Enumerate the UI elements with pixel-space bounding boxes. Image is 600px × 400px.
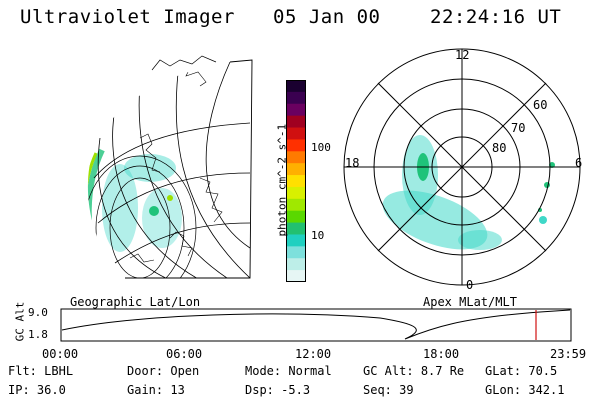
left-panel-caption: Geographic Lat/Lon <box>70 295 201 309</box>
mlt-label-12: 12 <box>455 48 470 62</box>
colorbar-segment <box>286 139 306 152</box>
colorbar-tick-10: 10 <box>311 229 325 242</box>
mlt-label-18: 18 <box>345 156 360 170</box>
time-display: 22:24:16 UT <box>430 6 562 28</box>
altitude-ylabel: GC Alt <box>13 301 27 342</box>
colorbar-segment <box>286 163 306 176</box>
colorbar-segment <box>286 246 306 259</box>
status-flt: Flt: LBHL <box>8 364 74 378</box>
colorbar <box>286 80 306 282</box>
app-title: Ultraviolet Imager <box>20 6 235 28</box>
aurora-oval <box>382 135 555 250</box>
colorbar-segment <box>286 175 306 188</box>
colorbar-segment <box>286 222 306 235</box>
altitude-plot <box>60 308 572 342</box>
colorbar-segment <box>286 151 306 164</box>
date-display: 05 Jan 00 <box>273 6 381 28</box>
mlt-label-6: 6 <box>575 156 583 170</box>
status-glon: GLon: 342.1 <box>485 383 565 397</box>
lat-label-70: 70 <box>511 121 526 135</box>
status-ip: IP: 36.0 <box>8 383 66 397</box>
status-dsp: Dsp: -5.3 <box>245 383 311 397</box>
polar-plot <box>343 48 581 286</box>
status-door: Door: Open <box>127 364 200 378</box>
colorbar-segment <box>286 258 306 271</box>
colorbar-segment <box>286 270 306 282</box>
colorbar-unit-label: photon cm^-2 s^-1 <box>275 123 289 237</box>
altitude-ymax: 9.0 <box>28 306 48 319</box>
mlt-label-0: 0 <box>466 278 474 292</box>
colorbar-segment <box>286 234 306 247</box>
colorbar-segment <box>286 210 306 224</box>
status-glat: GLat: 70.5 <box>485 364 558 378</box>
status-gc-alt: GC Alt: 8.7 Re <box>363 364 465 378</box>
status-mode: Mode: Normal <box>245 364 332 378</box>
time-tick-2359: 23:59 <box>550 347 587 361</box>
time-tick-1200: 12:00 <box>295 347 332 361</box>
status-gain: Gain: 13 <box>127 383 185 397</box>
colorbar-segment <box>286 103 306 117</box>
lat-label-60: 60 <box>533 98 548 112</box>
colorbar-tick-100: 100 <box>311 141 331 154</box>
status-seq: Seq: 39 <box>363 383 414 397</box>
colorbar-segment <box>286 115 306 129</box>
time-tick-0600: 06:00 <box>166 347 203 361</box>
time-tick-1800: 18:00 <box>423 347 460 361</box>
colorbar-segment <box>286 127 306 140</box>
altitude-ymin: 1.8 <box>28 328 48 341</box>
colorbar-segment <box>286 186 306 200</box>
geographic-image <box>87 55 253 279</box>
right-panel-caption: Apex MLat/MLT <box>423 295 517 309</box>
lat-label-80: 80 <box>492 141 507 155</box>
colorbar-segment <box>286 91 306 105</box>
colorbar-segment <box>286 198 306 212</box>
colorbar-segment <box>286 80 306 93</box>
time-tick-0000: 00:00 <box>42 347 79 361</box>
